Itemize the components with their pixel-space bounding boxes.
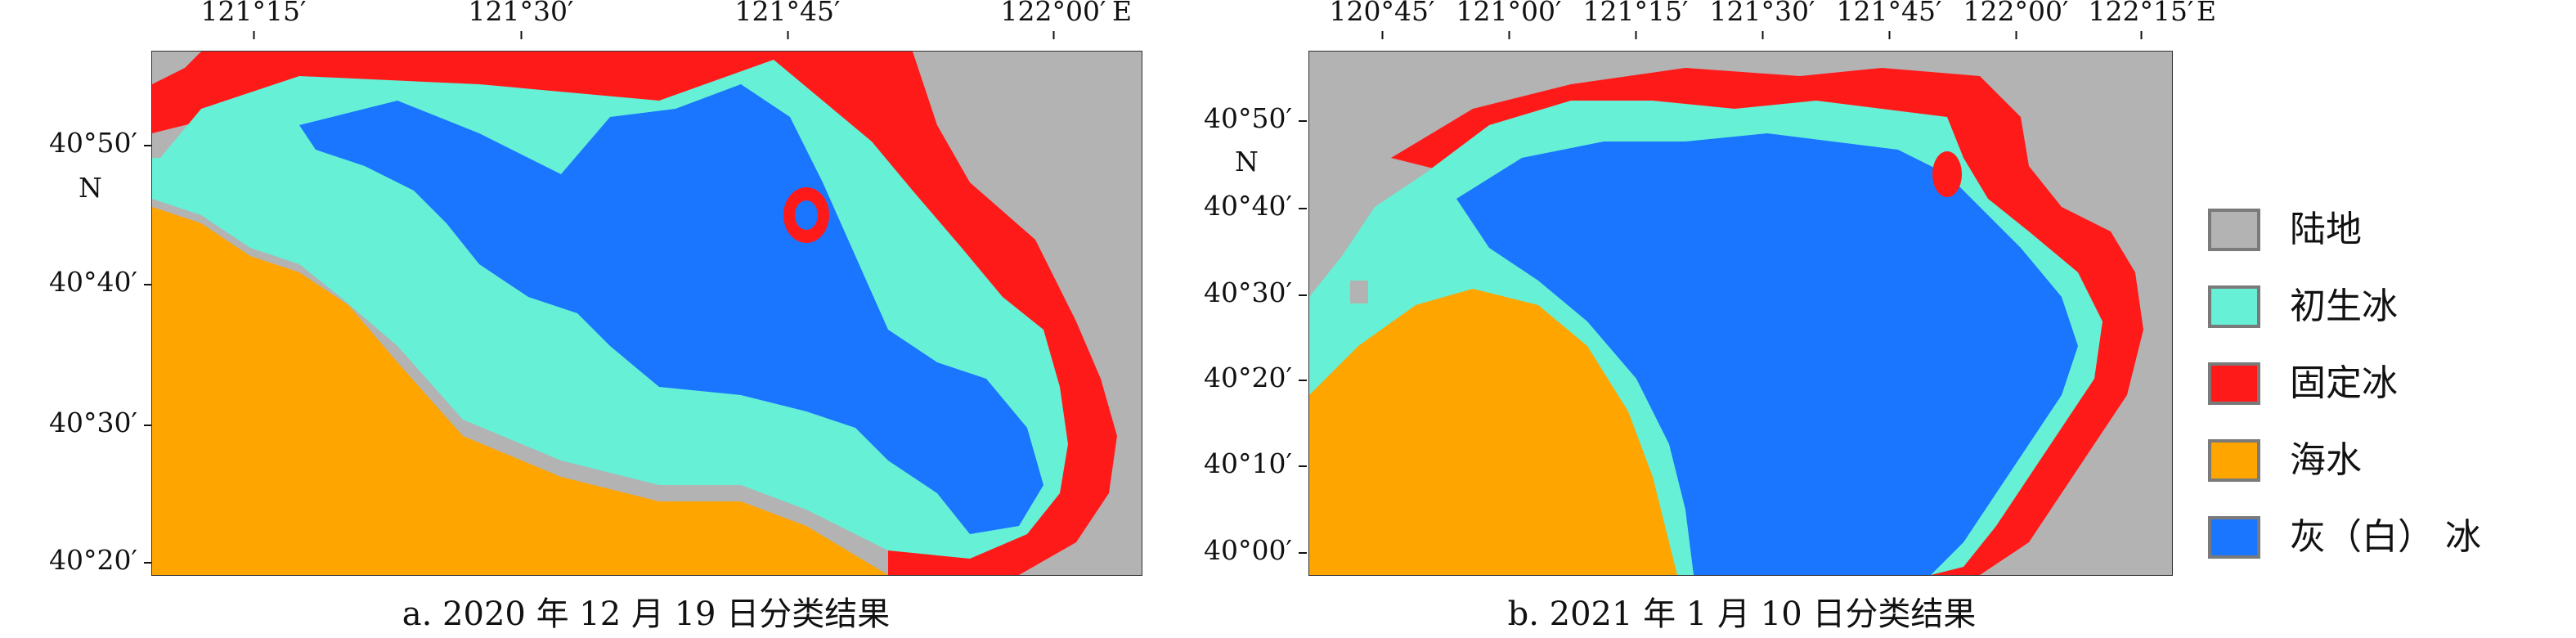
lon-tick-a-1: 121°15′ [201, 0, 306, 39]
lon-unit-b: E [2197, 0, 2217, 27]
legend-label-nilas: 初生冰 [2290, 285, 2398, 327]
lon-tick-b-2: 121°00′ [1456, 0, 1561, 39]
panel-a: 121°15′ 121°30′ 121°45′ 122°00′ E 40°50′… [0, 0, 1161, 638]
lat-tick-a-4: 40°20′ [7, 544, 152, 576]
nilas-swatch-icon [2208, 285, 2260, 328]
legend-item-sea-water: 海水 [2208, 439, 2551, 488]
legend-item-grey-white-ice: 灰（白） 冰 [2208, 516, 2551, 565]
land-inlet-b [1350, 281, 1368, 303]
legend-label-land: 陆地 [2290, 209, 2362, 250]
lat-tick-b-2: 40°40′ [1161, 190, 1307, 222]
fast-ice-swatch-icon [2208, 362, 2260, 405]
sea-water-area-a [152, 207, 888, 575]
caption-b: b. 2021 年 1 月 10 日分类结果 [1507, 595, 1977, 633]
legend-label-fast-ice: 固定冰 [2290, 362, 2398, 404]
sea-water-area-b [1309, 289, 1677, 575]
lon-tick-b-3: 121°15′ [1583, 0, 1688, 39]
legend-item-land: 陆地 [2208, 209, 2551, 258]
legend-label-grey-white-ice: 灰（白） 冰 [2290, 516, 2481, 558]
lat-tick-b-3: 40°30′ [1161, 276, 1307, 308]
classification-map-a [151, 51, 1142, 576]
classification-map-b [1308, 51, 2173, 576]
legend-label-sea-water: 海水 [2290, 439, 2362, 481]
grey-white-ice-area-a [299, 84, 1043, 534]
grey-white-ice-swatch-icon [2208, 516, 2260, 559]
lon-tick-a-3: 121°45′ [735, 0, 840, 39]
map-a-svg [152, 52, 1142, 575]
lat-tick-b-4: 40°20′ [1161, 362, 1307, 393]
lat-unit-b: N [1235, 146, 1259, 177]
lon-tick-a-4: 122°00′ [1001, 0, 1106, 39]
lon-tick-b-4: 121°30′ [1710, 0, 1815, 39]
legend-item-fast-ice: 固定冰 [2208, 362, 2551, 411]
lat-tick-b-5: 40°10′ [1161, 447, 1307, 479]
lat-tick-a-1: 40°50′ [7, 127, 152, 159]
lon-tick-b-1: 120°45′ [1330, 0, 1434, 39]
lon-tick-b-6: 122°00′ [1963, 0, 2068, 39]
panel-b: 120°45′ 121°00′ 121°15′ 121°30′ 121°45′ … [1161, 0, 2216, 638]
lat-unit-a: N [79, 172, 102, 204]
lat-tick-a-3: 40°30′ [7, 407, 152, 438]
legend-item-nilas: 初生冰 [2208, 285, 2551, 335]
lat-tick-b-1: 40°50′ [1161, 102, 1307, 134]
lon-unit-a: E [1112, 0, 1133, 27]
map-b-svg [1309, 52, 2172, 575]
lat-tick-a-2: 40°40′ [7, 266, 152, 298]
lon-tick-a-2: 121°30′ [469, 0, 573, 39]
land-swatch-icon [2208, 209, 2260, 251]
fast-ice-patch-b [1932, 151, 1962, 197]
lat-tick-b-6: 40°00′ [1161, 534, 1307, 566]
ice-patch-inner-a [795, 200, 818, 230]
lon-tick-b-5: 121°45′ [1837, 0, 1941, 39]
grey-white-ice-area-b [1456, 133, 2078, 575]
lon-tick-b-7: 122°15′ [2089, 0, 2193, 39]
sea-water-swatch-icon [2208, 439, 2260, 482]
caption-a: a. 2020 年 12 月 19 日分类结果 [402, 595, 891, 633]
